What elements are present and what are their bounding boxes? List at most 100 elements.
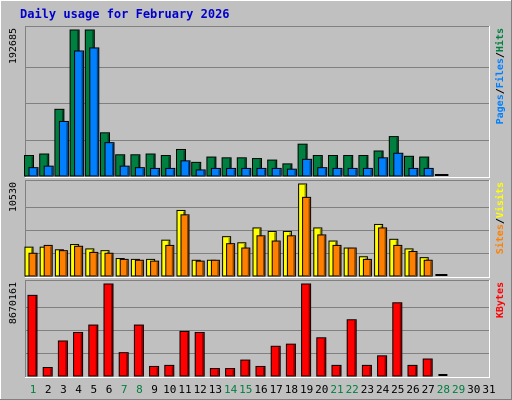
day-label-13: 13: [209, 383, 222, 396]
bar-files-day-15: [241, 167, 252, 177]
legend-hits: Hits: [494, 28, 506, 52]
day-label-11: 11: [178, 383, 191, 396]
day-label-1: 1: [30, 383, 37, 396]
bar-sites-day-10: [165, 244, 175, 277]
bar-sites-day-18: [286, 235, 296, 277]
legend-visits: Visits: [494, 182, 506, 218]
day-label-26: 26: [406, 383, 419, 396]
bar-files-day-9: [150, 167, 161, 177]
legend-kbytes: KBytes: [495, 282, 506, 318]
bar-files-day-22: [347, 167, 358, 177]
day-label-10: 10: [163, 383, 176, 396]
bar-files-day-25: [393, 152, 404, 177]
day-label-19: 19: [300, 383, 313, 396]
bar-kbytes-day-2: [42, 367, 53, 377]
bar-kbytes-day-22: [346, 319, 357, 377]
bar-sites-day-1: [28, 252, 38, 277]
bar-files-day-21: [332, 167, 343, 177]
bar-files-day-1: [28, 167, 39, 177]
scale-max-label: 10530: [8, 182, 19, 212]
day-label-27: 27: [422, 383, 435, 396]
legend-separator: /: [495, 88, 506, 94]
bar-sites-day-16: [256, 235, 266, 277]
bar-kbytes-day-5: [88, 324, 99, 377]
bar-sites-day-3: [58, 250, 68, 277]
bar-kbytes-day-7: [118, 352, 129, 377]
day-label-30: 30: [467, 383, 480, 396]
day-label-21: 21: [330, 383, 343, 396]
panel-background: [25, 280, 490, 378]
scale-max-label: 192685: [8, 28, 19, 64]
bar-files-day-5: [89, 47, 100, 177]
bar-files-day-17: [271, 167, 282, 177]
scale-max-label: 8670161: [8, 282, 19, 324]
day-label-12: 12: [194, 383, 207, 396]
bar-files-day-4: [74, 50, 85, 177]
bar-kbytes-day-6: [103, 283, 114, 377]
day-label-22: 22: [346, 383, 359, 396]
bar-kbytes-day-26: [407, 364, 418, 377]
bar-files-day-2: [43, 165, 54, 177]
bar-sites-day-23: [362, 258, 372, 277]
panel-kbytes: 8670161 KBytes: [8, 280, 506, 378]
bar-sites-day-11: [180, 214, 190, 277]
legend-separator: /: [495, 52, 506, 58]
bar-sites-day-27: [423, 259, 433, 277]
bar-files-day-23: [362, 167, 373, 177]
bar-kbytes-day-8: [133, 324, 144, 377]
day-label-16: 16: [254, 383, 267, 396]
bar-kbytes-day-25: [392, 302, 403, 377]
bar-sites-day-4: [74, 245, 84, 277]
bar-kbytes-day-3: [57, 340, 68, 377]
bar-sites-day-17: [271, 240, 281, 277]
bar-kbytes-day-18: [285, 343, 296, 377]
bar-kbytes-day-10: [164, 364, 175, 377]
bar-sites-day-2: [43, 244, 53, 277]
bar-sites-day-26: [408, 251, 418, 277]
bar-sites-day-13: [210, 259, 220, 277]
day-labels: 1 2 3 4 5 6 7 8 9 10 11 12 13 14 15 16 17 18 19 20 21 22 23 24 2…: [30, 383, 496, 396]
bar-kbytes-day-27: [422, 358, 433, 377]
day-label-3: 3: [60, 383, 67, 396]
bar-files-day-6: [104, 142, 115, 177]
bar-sites-day-24: [378, 227, 388, 277]
bar-sites-day-28: [439, 274, 448, 276]
bar-kbytes-day-23: [361, 364, 372, 377]
day-label-25: 25: [391, 383, 404, 396]
bar-sites-day-9: [150, 260, 160, 277]
legend-pages: Pages: [495, 94, 506, 124]
panel-legend: Sites/Visits: [494, 182, 506, 254]
bar-files-day-16: [256, 167, 267, 177]
day-label-6: 6: [106, 383, 113, 396]
legend-files: Files: [494, 58, 506, 88]
day-label-28: 28: [437, 383, 450, 396]
bar-files-day-19: [302, 158, 313, 177]
bar-files-day-3: [58, 120, 69, 177]
bar-sites-day-6: [104, 252, 114, 277]
bar-files-day-12: [195, 169, 206, 177]
day-label-9: 9: [151, 383, 158, 396]
bar-sites-day-20: [317, 234, 327, 277]
bar-sites-day-14: [226, 243, 236, 277]
day-label-5: 5: [90, 383, 97, 396]
bar-kbytes-day-13: [209, 368, 220, 377]
bar-kbytes-day-24: [377, 355, 388, 377]
bar-sites-day-7: [119, 258, 129, 277]
bar-kbytes-day-9: [149, 365, 160, 377]
bar-kbytes-day-20: [316, 337, 327, 377]
day-label-18: 18: [285, 383, 298, 396]
day-label-15: 15: [239, 383, 252, 396]
legend-separator: /: [495, 218, 506, 224]
bar-kbytes-day-12: [194, 331, 205, 377]
bar-kbytes-day-11: [179, 330, 190, 377]
legend-sites: Sites: [494, 224, 506, 254]
chart-panels: 192685Pages/Files/Hits10530Sites/Visits8…: [8, 26, 506, 378]
day-label-17: 17: [270, 383, 283, 396]
bar-files-day-18: [286, 168, 297, 177]
panel-visits-sites: 10530 Sites/Visits: [8, 180, 506, 278]
day-label-31: 31: [482, 383, 495, 396]
bar-files-day-7: [119, 165, 130, 177]
bar-sites-day-19: [302, 196, 312, 277]
